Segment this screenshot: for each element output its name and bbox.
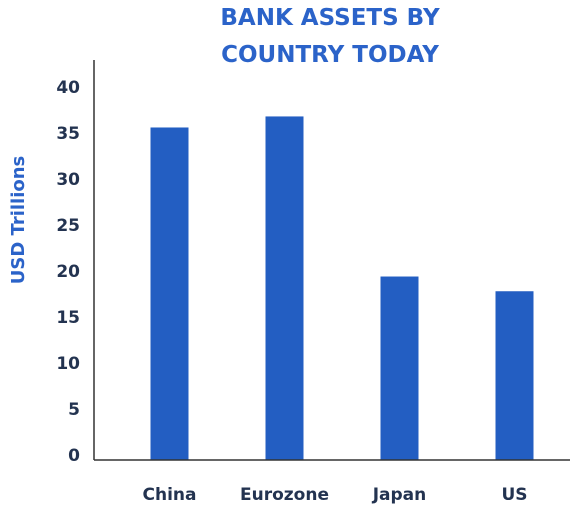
y-tick-label: 5 bbox=[68, 400, 80, 420]
y-tick-label: 10 bbox=[56, 354, 80, 374]
bar bbox=[265, 116, 304, 460]
chart-title-line-1: BANK ASSETS BY bbox=[220, 5, 440, 31]
y-tick-labels: 0 5 10 15 20 25 30 35 40 bbox=[56, 78, 80, 466]
y-tick-label: 15 bbox=[56, 308, 80, 328]
x-tick-labels: China Eurozone Japan US bbox=[143, 485, 528, 505]
y-axis-label: USD Trillions bbox=[8, 156, 29, 285]
chart-title-line-2: COUNTRY TODAY bbox=[221, 42, 439, 68]
x-tick-label: China bbox=[143, 485, 197, 505]
x-tick-label: Eurozone bbox=[240, 485, 329, 505]
x-tick-label: US bbox=[501, 485, 527, 505]
y-tick-label: 40 bbox=[56, 78, 80, 98]
bar bbox=[150, 127, 189, 460]
bars bbox=[150, 116, 534, 460]
bar bbox=[495, 291, 534, 460]
bar bbox=[380, 276, 419, 460]
y-tick-label: 35 bbox=[56, 124, 80, 144]
x-tick-label: Japan bbox=[372, 485, 427, 505]
y-tick-label: 30 bbox=[56, 170, 80, 190]
y-tick-label: 20 bbox=[56, 262, 80, 282]
y-tick-label: 25 bbox=[56, 216, 80, 236]
y-tick-label: 0 bbox=[68, 446, 80, 466]
